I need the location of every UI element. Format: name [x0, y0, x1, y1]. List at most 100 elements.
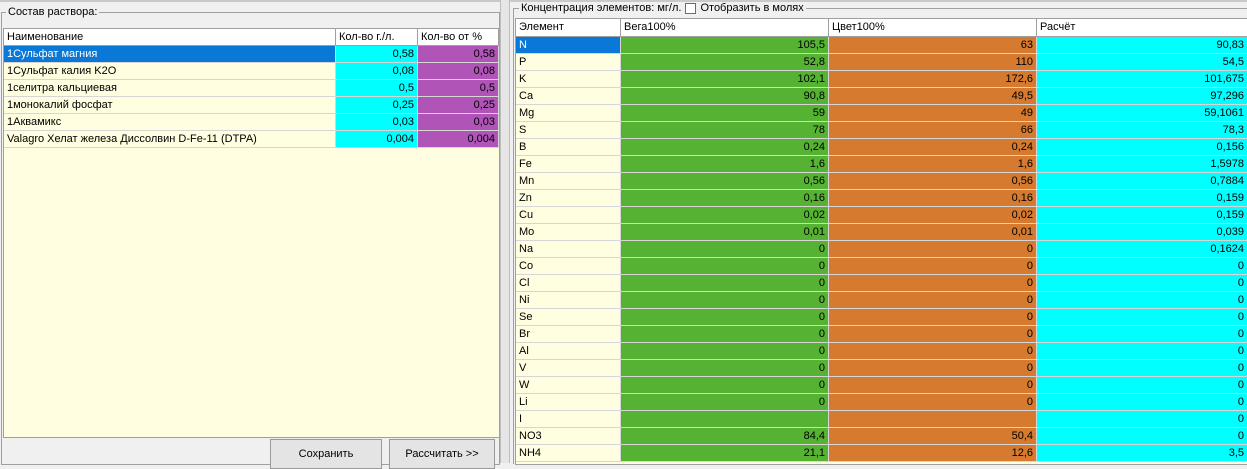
cell-cvet[interactable]: 49 — [829, 105, 1037, 122]
table-row[interactable]: 1Сульфат магния 0,58 0,58 — [4, 46, 499, 63]
cell-element[interactable]: Ni — [516, 292, 621, 309]
cell-name[interactable]: 1селитра кальциевая — [4, 80, 336, 97]
table-row[interactable]: Mo 0,01 0,01 0,039 — [516, 224, 1247, 241]
cell-calc[interactable]: 0 — [1037, 309, 1247, 326]
table-row[interactable]: N 105,5 63 90,83 — [516, 37, 1247, 54]
cell-element[interactable]: Na — [516, 241, 621, 258]
cell-vega[interactable]: 0 — [621, 241, 829, 258]
cell-vega[interactable]: 0 — [621, 292, 829, 309]
table-row[interactable]: 1Сульфат калия K2O 0,08 0,08 — [4, 63, 499, 80]
cell-vega[interactable]: 0 — [621, 360, 829, 377]
cell-cvet[interactable]: 172,6 — [829, 71, 1037, 88]
cell-element[interactable]: Cu — [516, 207, 621, 224]
table-row[interactable]: Li 0 0 0 — [516, 394, 1247, 411]
cell-grams[interactable]: 0,03 — [336, 114, 418, 131]
table-row[interactable]: B 0,24 0,24 0,156 — [516, 139, 1247, 156]
table-row[interactable]: Co 0 0 0 — [516, 258, 1247, 275]
cell-calc[interactable]: 0 — [1037, 411, 1247, 428]
cell-calc[interactable]: 0,7884 — [1037, 173, 1247, 190]
cell-vega[interactable]: 0 — [621, 394, 829, 411]
cell-element[interactable]: NO3 — [516, 428, 621, 445]
cell-calc[interactable]: 0 — [1037, 428, 1247, 445]
cell-grams[interactable]: 0,08 — [336, 63, 418, 80]
cell-cvet[interactable]: 0 — [829, 377, 1037, 394]
cell-calc[interactable]: 78,3 — [1037, 122, 1247, 139]
cell-cvet[interactable]: 0,01 — [829, 224, 1037, 241]
cell-calc[interactable]: 0 — [1037, 258, 1247, 275]
cell-cvet[interactable]: 0 — [829, 275, 1037, 292]
cell-vega[interactable]: 0,16 — [621, 190, 829, 207]
column-header-name[interactable]: Наименование — [4, 29, 336, 45]
cell-percent[interactable]: 0,004 — [418, 131, 499, 148]
cell-name[interactable]: 1Сульфат калия K2O — [4, 63, 336, 80]
cell-grams[interactable]: 0,5 — [336, 80, 418, 97]
cell-vega[interactable]: 1,6 — [621, 156, 829, 173]
cell-vega[interactable]: 0 — [621, 326, 829, 343]
cell-percent[interactable]: 0,58 — [418, 46, 499, 63]
cell-cvet[interactable] — [829, 411, 1037, 428]
cell-vega[interactable]: 0 — [621, 275, 829, 292]
cell-cvet[interactable]: 0 — [829, 309, 1037, 326]
cell-cvet[interactable]: 0,56 — [829, 173, 1037, 190]
cell-cvet[interactable]: 0 — [829, 326, 1037, 343]
cell-element[interactable]: Al — [516, 343, 621, 360]
calculate-button[interactable]: Рассчитать >> — [389, 439, 495, 469]
cell-element[interactable]: S — [516, 122, 621, 139]
cell-calc[interactable]: 0 — [1037, 343, 1247, 360]
cell-cvet[interactable]: 1,6 — [829, 156, 1037, 173]
cell-vega[interactable]: 0,01 — [621, 224, 829, 241]
cell-cvet[interactable]: 63 — [829, 37, 1037, 54]
cell-cvet[interactable]: 110 — [829, 54, 1037, 71]
cell-calc[interactable]: 1,5978 — [1037, 156, 1247, 173]
table-row[interactable]: Zn 0,16 0,16 0,159 — [516, 190, 1247, 207]
column-header-vega[interactable]: Вега100% — [621, 19, 829, 36]
column-header-element[interactable]: Элемент — [516, 19, 621, 36]
cell-calc[interactable]: 0 — [1037, 394, 1247, 411]
table-row[interactable]: Mg 59 49 59,1061 — [516, 105, 1247, 122]
cell-element[interactable]: Se — [516, 309, 621, 326]
cell-element[interactable]: Br — [516, 326, 621, 343]
cell-cvet[interactable]: 49,5 — [829, 88, 1037, 105]
cell-calc[interactable]: 0,1624 — [1037, 241, 1247, 258]
table-row[interactable]: Ni 0 0 0 — [516, 292, 1247, 309]
cell-cvet[interactable]: 0 — [829, 292, 1037, 309]
cell-name[interactable]: 1Аквамикс — [4, 114, 336, 131]
panel-splitter[interactable] — [500, 0, 510, 463]
cell-name[interactable]: 1монокалий фосфат — [4, 97, 336, 114]
concentration-table[interactable]: Элемент Вега100% Цвет100% Расчёт N 105,5 6… — [515, 18, 1247, 465]
cell-percent[interactable]: 0,03 — [418, 114, 499, 131]
cell-name[interactable]: 1Сульфат магния — [4, 46, 336, 63]
cell-cvet[interactable]: 0 — [829, 258, 1037, 275]
cell-calc[interactable]: 0,159 — [1037, 207, 1247, 224]
cell-vega[interactable]: 0,02 — [621, 207, 829, 224]
cell-vega[interactable]: 0,56 — [621, 173, 829, 190]
cell-calc[interactable]: 0,159 — [1037, 190, 1247, 207]
save-button[interactable]: Сохранить — [270, 439, 382, 469]
cell-element[interactable]: W — [516, 377, 621, 394]
cell-element[interactable]: Mo — [516, 224, 621, 241]
cell-vega[interactable]: 102,1 — [621, 71, 829, 88]
cell-vega[interactable] — [621, 411, 829, 428]
cell-vega[interactable]: 84,4 — [621, 428, 829, 445]
cell-vega[interactable]: 59 — [621, 105, 829, 122]
cell-element[interactable]: Fe — [516, 156, 621, 173]
table-row[interactable]: Fe 1,6 1,6 1,5978 — [516, 156, 1247, 173]
cell-element[interactable]: Zn — [516, 190, 621, 207]
table-row[interactable]: 1Аквамикс 0,03 0,03 — [4, 114, 499, 131]
cell-cvet[interactable]: 0,24 — [829, 139, 1037, 156]
cell-calc[interactable]: 90,83 — [1037, 37, 1247, 54]
cell-element[interactable]: Co — [516, 258, 621, 275]
column-header-cvet[interactable]: Цвет100% — [829, 19, 1037, 36]
cell-vega[interactable]: 0 — [621, 258, 829, 275]
cell-calc[interactable]: 0 — [1037, 377, 1247, 394]
cell-vega[interactable]: 0 — [621, 343, 829, 360]
cell-cvet[interactable]: 50,4 — [829, 428, 1037, 445]
table-row[interactable]: Na 0 0 0,1624 — [516, 241, 1247, 258]
cell-cvet[interactable]: 66 — [829, 122, 1037, 139]
cell-percent[interactable]: 0,25 — [418, 97, 499, 114]
cell-element[interactable]: Cl — [516, 275, 621, 292]
cell-cvet[interactable]: 0 — [829, 343, 1037, 360]
cell-grams[interactable]: 0,25 — [336, 97, 418, 114]
